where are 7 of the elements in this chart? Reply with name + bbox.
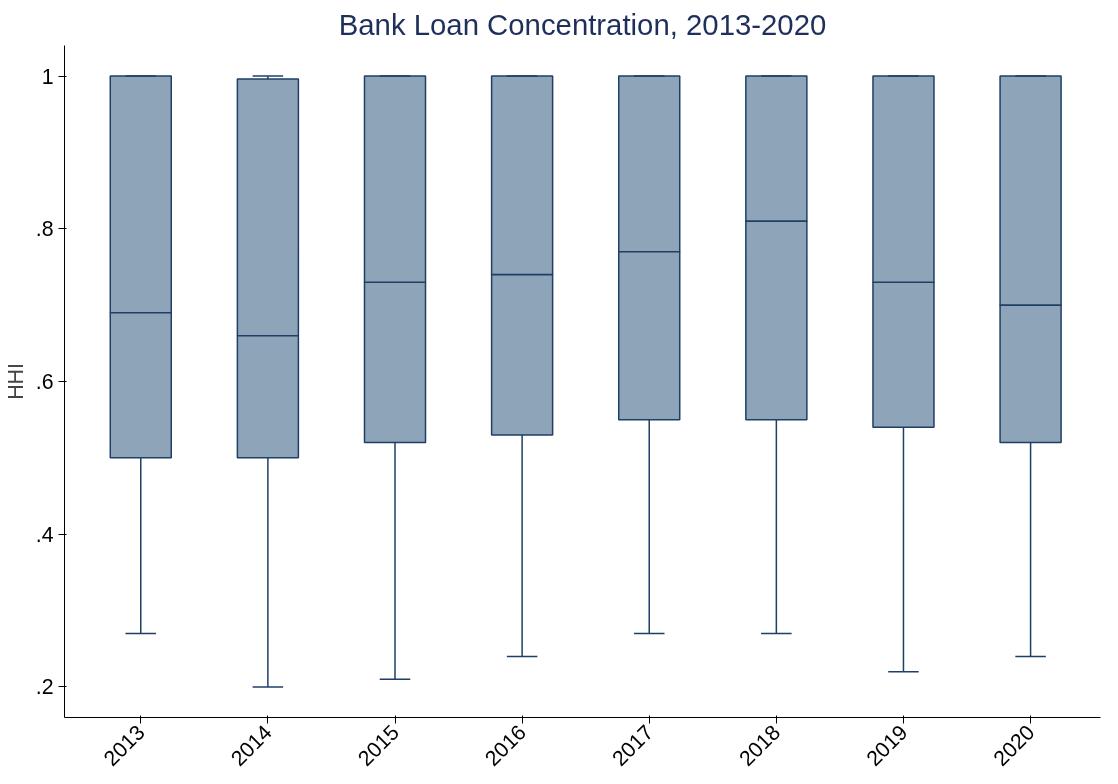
y-tick-label: .6	[35, 370, 54, 394]
chart-title: Bank Loan Concentration, 2013-2020	[338, 7, 827, 41]
y-tick-label: .2	[35, 675, 54, 700]
y-tick-label: .8	[35, 217, 54, 242]
y-axis-title: HHI	[3, 363, 28, 400]
y-tick-label: 1	[41, 64, 54, 89]
y-tick-label: .4	[35, 522, 54, 547]
